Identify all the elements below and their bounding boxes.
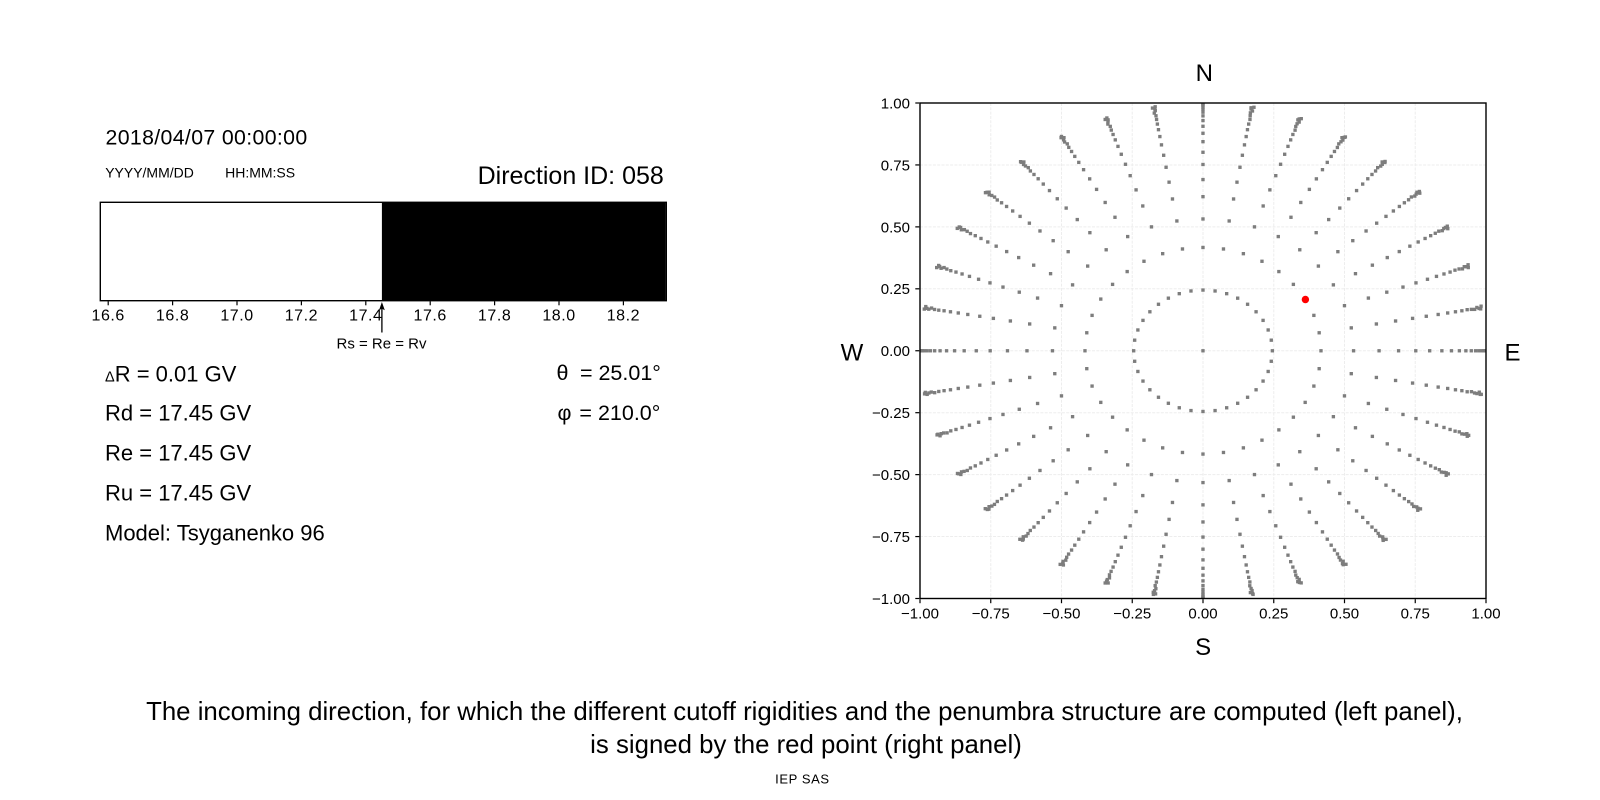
svg-text:YYYY/MM/DD: YYYY/MM/DD [105,165,194,181]
svg-text:17.8: 17.8 [478,308,511,325]
svg-text:0.75: 0.75 [1401,605,1430,622]
svg-text:18.2: 18.2 [607,308,640,325]
svg-text:0.50: 0.50 [1330,605,1359,622]
svg-text:S: S [1195,634,1211,661]
svg-text:−1.00: −1.00 [872,591,910,608]
svg-text:1.00: 1.00 [1471,605,1500,622]
svg-text:N: N [1196,60,1213,87]
svg-text:0.25: 0.25 [1259,605,1288,622]
svg-text:16.8: 16.8 [156,308,189,325]
svg-text:−0.25: −0.25 [1113,605,1151,622]
svg-text:φ = 210.0°: φ = 210.0° [558,401,661,425]
svg-text:17.4: 17.4 [349,308,382,325]
svg-text:Rd = 17.45 GV: Rd = 17.45 GV [105,401,251,426]
svg-text:17.2: 17.2 [285,308,318,325]
svg-text:0.50: 0.50 [881,219,910,236]
svg-text:18.0: 18.0 [542,308,575,325]
svg-text:Re = 17.45 GV: Re = 17.45 GV [105,441,251,466]
svg-text:−0.75: −0.75 [972,605,1010,622]
svg-text:1.00: 1.00 [881,95,910,112]
svg-text:E: E [1504,340,1520,367]
svg-text:is signed by the red point (ri: is signed by the red point (right panel) [590,731,1022,759]
svg-text:2018/04/07 00:00:00: 2018/04/07 00:00:00 [106,125,308,149]
svg-text:0.00: 0.00 [881,343,910,360]
svg-text:ΔR = 0.01 GV: ΔR = 0.01 GV [105,362,237,387]
svg-text:−1.00: −1.00 [901,605,939,622]
svg-text:The incoming direction, for wh: The incoming direction, for which the di… [146,698,1463,726]
svg-text:0.00: 0.00 [1188,605,1217,622]
svg-text:Ru = 17.45 GV: Ru = 17.45 GV [105,481,251,506]
svg-text:θ = 25.01°: θ = 25.01° [557,361,661,385]
svg-text:0.25: 0.25 [881,281,910,298]
svg-text:W: W [841,340,864,367]
svg-text:IEP SAS: IEP SAS [775,772,830,787]
svg-text:−0.50: −0.50 [872,467,910,484]
svg-text:Direction ID: 058: Direction ID: 058 [478,162,664,190]
svg-text:17.0: 17.0 [220,308,253,325]
svg-text:−0.50: −0.50 [1043,605,1081,622]
svg-text:0.75: 0.75 [881,157,910,174]
svg-text:−0.75: −0.75 [872,529,910,546]
svg-text:Rs = Re = Rv: Rs = Re = Rv [336,336,427,353]
svg-text:−0.25: −0.25 [872,405,910,422]
svg-text:16.6: 16.6 [92,308,125,325]
svg-text:Model: Tsyganenko 96: Model: Tsyganenko 96 [105,521,325,546]
svg-text:17.6: 17.6 [414,308,447,325]
svg-text:HH:MM:SS: HH:MM:SS [225,165,295,181]
